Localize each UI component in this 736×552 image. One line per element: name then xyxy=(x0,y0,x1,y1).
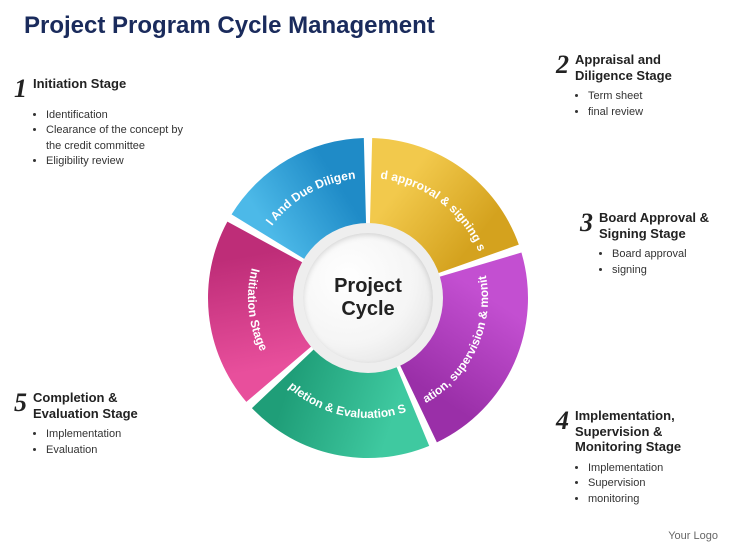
center-circle: ProjectCycle xyxy=(303,233,433,363)
annotation-number: 2 xyxy=(556,52,569,78)
donut-chart: Appraisal And Due Diligence StageBoard a… xyxy=(198,128,538,468)
page-title: Project Program Cycle Management xyxy=(24,12,435,40)
annotation-3: 3Board Approval & Signing Stage Board app… xyxy=(580,210,736,278)
annotation-5: 5Completion & Evaluation Stage Implementa… xyxy=(14,390,184,458)
bullet-item: Implementation xyxy=(588,461,726,476)
bullet-item: final review xyxy=(588,105,726,120)
annotation-title: Completion & Evaluation Stage xyxy=(33,390,163,421)
annotation-title: Appraisal and Diligence Stage xyxy=(575,52,705,83)
bullet-item: Term sheet xyxy=(588,89,726,104)
annotation-number: 4 xyxy=(556,408,569,434)
bullet-item: monitoring xyxy=(588,492,726,507)
annotation-title: Implementation, Supervision & Monitoring… xyxy=(575,408,705,455)
bullet-item: Eligibility review xyxy=(46,154,184,169)
annotation-number: 1 xyxy=(14,76,27,102)
annotation-bullets: Term sheetfinal review xyxy=(556,89,726,120)
bullet-item: Identification xyxy=(46,108,184,123)
annotation-number: 5 xyxy=(14,390,27,416)
annotation-number: 3 xyxy=(580,210,593,236)
bullet-item: Clearance of the concept by the credit c… xyxy=(46,123,184,154)
annotation-title: Board Approval & Signing Stage xyxy=(599,210,729,241)
annotation-title: Initiation Stage xyxy=(33,76,126,92)
center-label: ProjectCycle xyxy=(334,275,402,321)
annotation-2: 2Appraisal and Diligence Stage Term sheet… xyxy=(556,52,726,120)
logo-placeholder: Your Logo xyxy=(668,530,718,542)
annotation-bullets: ImplementationSupervisionmonitoring xyxy=(556,461,726,507)
annotation-bullets: Board approvalsigning xyxy=(580,247,736,278)
annotation-1: 1 Initiation Stage IdentificationClearance… xyxy=(14,76,184,170)
annotation-4: 4Implementation, Supervision & Monitorin… xyxy=(556,408,726,507)
bullet-item: Supervision xyxy=(588,476,726,491)
bullet-item: Evaluation xyxy=(46,443,184,458)
annotation-bullets: IdentificationClearance of the concept b… xyxy=(14,108,184,170)
annotation-bullets: ImplementationEvaluation xyxy=(14,427,184,458)
bullet-item: Board approval xyxy=(612,247,736,262)
bullet-item: signing xyxy=(612,263,736,278)
bullet-item: Implementation xyxy=(46,427,184,442)
